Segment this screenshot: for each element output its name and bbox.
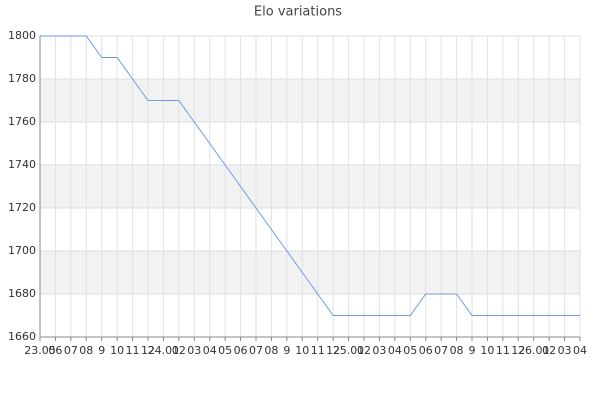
grid-band — [40, 79, 580, 122]
x-tick-label: 04 — [388, 344, 402, 357]
x-tick-label: 03 — [372, 344, 386, 357]
x-tick-label: 9 — [283, 344, 290, 357]
x-tick-label: 07 — [434, 344, 448, 357]
x-tick-label: 10 — [480, 344, 494, 357]
chart-title: Elo variations — [254, 5, 342, 20]
x-tick-label: 12 — [326, 344, 340, 357]
x-tick-label: 02 — [542, 344, 556, 357]
x-tick-label: 08 — [264, 344, 278, 357]
x-tick-label: 05 — [218, 344, 232, 357]
x-tick-label: 04 — [203, 344, 217, 357]
x-tick-label: 11 — [126, 344, 140, 357]
x-tick-label: 10 — [110, 344, 124, 357]
x-tick-label: 11 — [496, 344, 510, 357]
x-tick-label: 9 — [98, 344, 105, 357]
x-tick-label: 02 — [172, 344, 186, 357]
x-tick-label: 10 — [295, 344, 309, 357]
x-tick-label: 04 — [573, 344, 587, 357]
x-tick-label: 05 — [403, 344, 417, 357]
x-tick-label: 03 — [558, 344, 572, 357]
x-tick-label: 03 — [187, 344, 201, 357]
x-tick-label: 24.01 — [148, 344, 180, 357]
x-tick-label: 08 — [79, 344, 93, 357]
x-tick-label: 07 — [249, 344, 263, 357]
y-tick-label: 1720 — [8, 201, 36, 214]
x-tick-label: 07 — [64, 344, 78, 357]
x-tick-label: 02 — [357, 344, 371, 357]
x-tick-label: 23.05 — [24, 344, 56, 357]
x-tick-label: 06 — [234, 344, 248, 357]
x-tick-label: 06 — [419, 344, 433, 357]
y-tick-label: 1680 — [8, 287, 36, 300]
y-tick-label: 1700 — [8, 244, 36, 257]
data-line — [40, 35, 580, 316]
x-tick-label: 12 — [141, 344, 155, 357]
y-tick-label: 1760 — [8, 115, 36, 128]
y-tick-label: 1660 — [8, 330, 36, 343]
y-tick-label: 1740 — [8, 158, 36, 171]
x-tick-label: 12 — [511, 344, 525, 357]
x-tick-label: 08 — [450, 344, 464, 357]
y-tick-label: 1780 — [8, 72, 36, 85]
x-tick-label: 25.01 — [333, 344, 365, 357]
y-tick-label: 1800 — [8, 29, 36, 42]
x-tick-label: 26.01 — [518, 344, 550, 357]
x-tick-label: 9 — [469, 344, 476, 357]
x-tick-label: 06 — [48, 344, 62, 357]
grid-band — [40, 251, 580, 294]
grid-band — [40, 165, 580, 208]
x-tick-label: 11 — [311, 344, 325, 357]
